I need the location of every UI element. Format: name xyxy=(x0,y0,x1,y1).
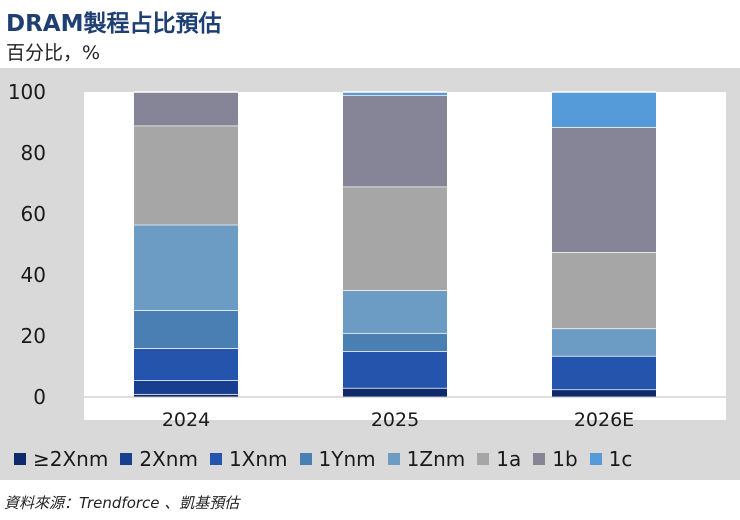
legend-item: ≥2Xnm xyxy=(14,447,108,471)
bar-segment-2026E-1Xnm xyxy=(552,355,656,390)
legend-item: 2Xnm xyxy=(120,447,198,471)
legend-item: 1c xyxy=(589,447,633,471)
bar-segment-2024-1a xyxy=(134,125,238,225)
x-category-label-2024: 2024 xyxy=(162,409,210,431)
bar-segment-2025-1Ynm xyxy=(343,332,447,352)
bar-segment-2025-≥2Xnm xyxy=(343,387,447,397)
bar-segment-2024-≥2Xnm xyxy=(134,393,238,397)
bar-segment-2024-1Ynm xyxy=(134,310,238,349)
legend-label: ≥2Xnm xyxy=(33,447,109,471)
y-axis-unit-label: 百分比，% xyxy=(6,42,101,64)
legend-swatch xyxy=(299,453,312,465)
bar-segment-2025-1Xnm xyxy=(343,351,447,388)
legend-swatch xyxy=(533,453,546,465)
legend-label: 1c xyxy=(608,447,633,471)
bar-segment-2025-1Znm xyxy=(343,290,447,333)
legend-item: 1b xyxy=(533,447,578,471)
legend-item: 1a xyxy=(477,447,521,471)
legend-label: 1Znm xyxy=(406,447,466,471)
bar-segment-2025-1b xyxy=(343,95,447,187)
legend-label: 1a xyxy=(496,447,522,471)
source-note: 資料來源：Trendforce 、凱基預估 xyxy=(4,494,240,512)
y-tick-label: 100 xyxy=(8,80,46,104)
bar-segment-2026E-1c xyxy=(552,92,656,128)
bar-segment-2026E-1b xyxy=(552,127,656,253)
bar-segment-2026E-1Znm xyxy=(552,328,656,356)
bar-segment-2026E-1a xyxy=(552,252,656,329)
y-tick-label: 40 xyxy=(21,263,46,287)
legend-swatch xyxy=(14,453,26,465)
bar-segment-2024-1b xyxy=(134,92,238,126)
bar-segment-2025-1c xyxy=(343,92,447,96)
legend-label: 1Ynm xyxy=(318,447,376,471)
legend-label: 1Xnm xyxy=(228,447,288,471)
y-tick-label: 0 xyxy=(33,385,46,409)
legend-item: 1Xnm xyxy=(209,447,288,471)
legend-item: 1Znm xyxy=(387,447,466,471)
bar-segment-2024-1Znm xyxy=(134,224,238,311)
bar-segment-2024-1Xnm xyxy=(134,348,238,381)
bar-segment-2026E-≥2Xnm xyxy=(552,389,656,397)
legend-swatch xyxy=(387,453,400,465)
bar-segment-2024-2Xnm xyxy=(134,380,238,394)
legend-item: 1Ynm xyxy=(299,447,376,471)
x-category-label-2026E: 2026E xyxy=(574,409,634,431)
legend-swatch xyxy=(589,453,602,465)
stacked-bar-chart: 0 20 40 60 80 100 2024 2025 2026E xyxy=(8,80,726,431)
y-tick-label: 80 xyxy=(21,141,46,165)
chart-plot-background: 0 20 40 60 80 100 2024 2025 2026E xyxy=(0,68,740,480)
legend-swatch xyxy=(120,453,133,465)
chart-title: DRAM製程占比預估 xyxy=(6,11,222,37)
chart-legend: ≥2Xnm 2Xnm 1Xnm 1Ynm 1Znm 1a 1b 1c xyxy=(14,447,644,471)
y-tick-label: 20 xyxy=(21,324,46,348)
y-tick-label: 60 xyxy=(21,202,46,226)
legend-swatch xyxy=(209,453,222,465)
legend-label: 1b xyxy=(552,447,578,471)
legend-swatch xyxy=(477,453,490,465)
legend-label: 2Xnm xyxy=(139,447,198,471)
x-category-label-2025: 2025 xyxy=(371,409,419,431)
bar-segment-2025-1a xyxy=(343,186,447,291)
